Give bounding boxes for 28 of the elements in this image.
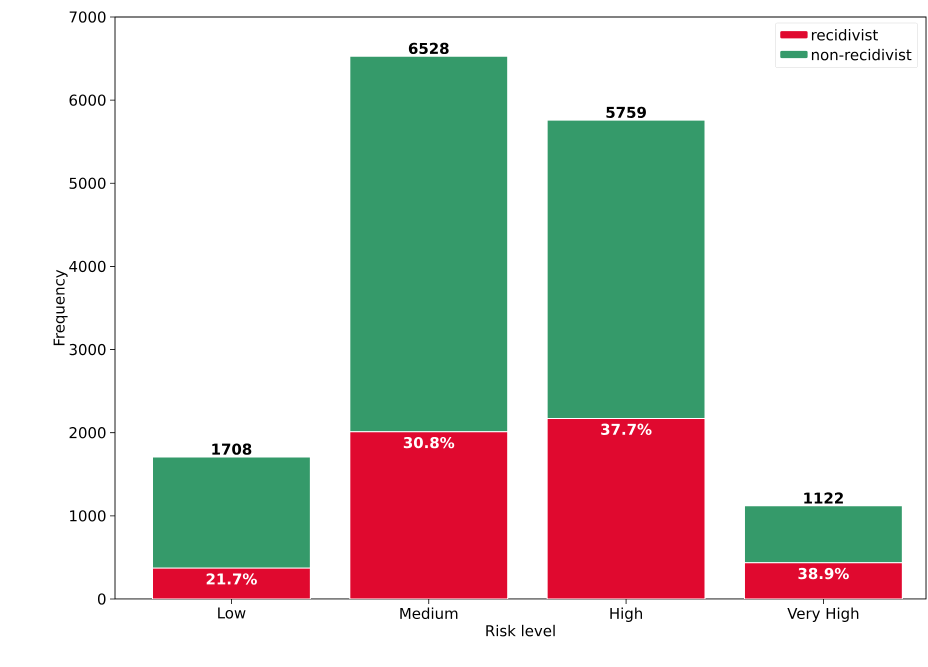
bar bbox=[350, 432, 508, 599]
annotation: 37.7% bbox=[601, 424, 652, 435]
bar bbox=[546, 418, 706, 599]
total-label: 6528 bbox=[408, 42, 449, 54]
y-tick-label: 6000 bbox=[70, 94, 106, 106]
total-label: 5759 bbox=[606, 106, 646, 118]
x-tick-label: Low bbox=[218, 607, 246, 619]
x-tick-label: Very High bbox=[787, 607, 858, 622]
total-label: 1708 bbox=[212, 443, 252, 455]
y-tick-label: 3000 bbox=[70, 344, 106, 356]
y-tick-label: 5000 bbox=[70, 178, 106, 189]
x-tick-label: Medium bbox=[400, 607, 458, 620]
x-axis-title: Risk level bbox=[486, 624, 555, 636]
y-tick-label: 2000 bbox=[70, 427, 106, 438]
y-tick-label: 4000 bbox=[69, 260, 106, 272]
annotation: 21.7% bbox=[206, 573, 257, 585]
total-label: 1122 bbox=[804, 492, 843, 504]
legend-label: non-recidivist bbox=[812, 48, 912, 60]
annotation: 38.9% bbox=[798, 568, 849, 580]
y-tick-label: 1000 bbox=[70, 510, 106, 522]
bar bbox=[152, 568, 311, 599]
y-axis-title: Frequency bbox=[54, 270, 68, 346]
x-tick-label: High bbox=[610, 607, 642, 622]
legend-label: recidivist bbox=[812, 28, 878, 41]
annotation: 30.8% bbox=[404, 436, 454, 448]
bar bbox=[744, 562, 903, 599]
y-tick-label: 0 bbox=[98, 593, 106, 605]
y-tick-label: 7000 bbox=[70, 11, 106, 23]
